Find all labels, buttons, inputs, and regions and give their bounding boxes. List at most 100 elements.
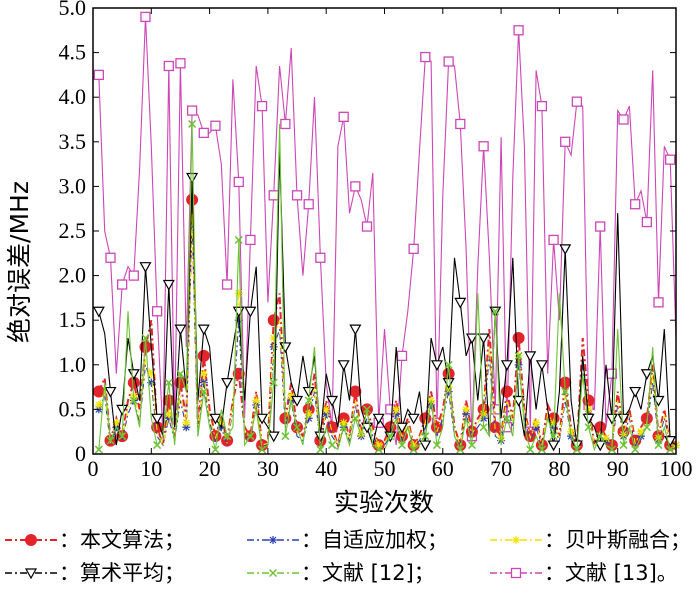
data-point <box>209 413 222 425</box>
data-point <box>164 414 173 423</box>
data-point <box>455 118 466 130</box>
data-point <box>234 289 243 298</box>
data-point <box>395 422 409 434</box>
data-point <box>327 441 337 450</box>
data-point <box>462 409 471 418</box>
data-point <box>372 413 385 425</box>
legend-item: ：算术平均； <box>5 561 185 585</box>
data-point <box>361 221 373 232</box>
data-point <box>362 405 372 414</box>
data-point <box>186 105 198 116</box>
data-point <box>444 360 453 369</box>
data-point <box>116 404 129 416</box>
data-point <box>560 136 571 147</box>
legend: ：本文算法； ：自适应加权； ：贝叶斯融合； ：算术平均； ：文献 [12]； ：文献 [… <box>5 528 691 585</box>
data-point <box>252 400 261 409</box>
x-tick-label: 10 <box>140 456 162 481</box>
data-point <box>198 127 209 139</box>
data-point <box>153 441 162 450</box>
legend-label: ：本文算法； <box>59 528 185 552</box>
data-point <box>420 51 431 63</box>
data-point <box>537 445 546 454</box>
data-point <box>351 414 360 423</box>
data-point <box>304 414 313 423</box>
data-point <box>500 360 513 372</box>
data-point <box>619 430 628 439</box>
data-point <box>524 351 537 363</box>
data-point <box>407 413 420 425</box>
data-point <box>582 413 595 425</box>
data-point <box>617 413 630 425</box>
legend-marker <box>268 568 278 578</box>
data-point <box>631 445 640 454</box>
data-point <box>147 369 156 378</box>
data-point <box>571 96 583 107</box>
data-point <box>197 324 210 336</box>
x-tick-label: 70 <box>490 456 512 481</box>
legend-label: ：贝叶斯融合； <box>544 528 691 552</box>
axis-ticks: 0 10 20 30 40 50 60 70 80 90 100 0 0.5 1.0 1.5 2.0 2.5 3.… <box>59 0 693 481</box>
x-tick-label: 80 <box>548 456 570 481</box>
data-point <box>221 378 234 389</box>
data-point <box>233 176 244 188</box>
series-line <box>98 123 676 452</box>
data-point <box>164 378 173 387</box>
data-point <box>409 445 418 454</box>
legend-marker <box>24 568 38 580</box>
x-tick-label: 100 <box>660 456 693 481</box>
data-point <box>479 409 488 418</box>
x-axis-title: 实验次数 <box>334 488 434 517</box>
data-point <box>605 413 618 425</box>
data-point <box>337 360 350 372</box>
x-tick-label: 20 <box>199 456 221 481</box>
data-point <box>127 369 140 380</box>
series-layer <box>92 11 680 454</box>
data-point <box>630 199 641 210</box>
data-point <box>339 423 348 432</box>
data-point <box>326 395 339 407</box>
data-point <box>444 387 453 396</box>
legend-marker <box>25 534 37 546</box>
data-point <box>267 431 280 443</box>
data-point <box>642 423 651 432</box>
data-point <box>443 56 454 67</box>
data-point <box>532 423 541 432</box>
data-point <box>322 409 331 418</box>
data-point <box>584 405 593 414</box>
data-point <box>217 418 226 427</box>
data-point <box>162 279 175 291</box>
y-axis-title: 绝对误差/MHz <box>5 181 34 343</box>
data-point <box>174 324 187 336</box>
data-point <box>182 423 191 432</box>
data-point <box>338 111 349 122</box>
data-point <box>210 120 221 131</box>
data-point <box>256 100 268 112</box>
data-point <box>117 279 128 290</box>
data-point <box>526 445 535 454</box>
data-point <box>322 405 331 414</box>
data-point <box>223 432 232 441</box>
x-tick-label: 30 <box>257 456 279 481</box>
data-point <box>477 333 490 345</box>
data-point <box>653 297 664 308</box>
data-point <box>654 441 663 450</box>
y-tick-label: 1.0 <box>59 352 87 377</box>
data-point <box>397 441 407 450</box>
legend-marker <box>510 567 522 579</box>
x-tick-label: 0 <box>88 456 99 481</box>
data-point <box>234 235 243 244</box>
data-point <box>478 141 489 152</box>
data-point <box>465 333 478 345</box>
data-point <box>105 252 116 263</box>
data-point <box>454 297 467 309</box>
data-point <box>512 395 525 407</box>
data-point <box>112 418 121 427</box>
series-5 <box>93 11 677 446</box>
data-point <box>147 378 156 387</box>
data-point <box>199 378 208 387</box>
data-point <box>163 60 174 72</box>
y-tick-label: 2.5 <box>59 218 87 243</box>
data-point <box>561 387 570 396</box>
data-point <box>176 369 185 378</box>
